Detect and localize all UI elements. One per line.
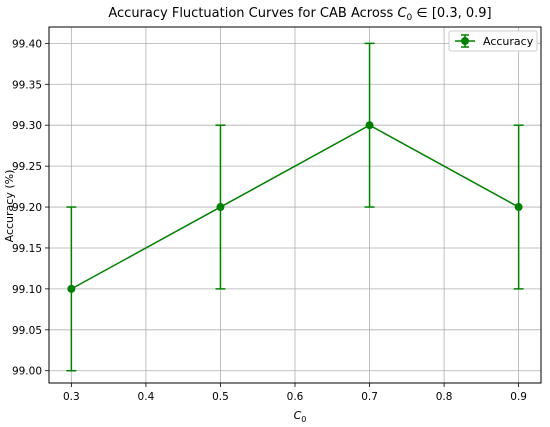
axes: 0.3 0.4 0.5 0.6 0.7 0.8 0.9 99.00 99.05 99.10 99.1… [12, 26, 542, 403]
x-axis-label-sub: 0 [301, 415, 306, 424]
chart-title-suffix: ∈ [0.3, 0.9] [412, 6, 491, 21]
data-point-0 [67, 284, 76, 293]
chart-title: Accuracy Fluctuation Curves for CAB Acro… [108, 6, 491, 23]
series-layer [66, 42, 524, 372]
series-line-0 [71, 124, 519, 290]
y-axis-label: Accuracy (%) [3, 170, 16, 243]
chart-title-sub: 0 [407, 13, 413, 23]
x-tick-label-1: 0.4 [138, 391, 155, 403]
data-point-1 [216, 203, 225, 212]
y-tick-label-3: 99.15 [12, 243, 42, 255]
x-tick-label-5: 0.8 [436, 391, 453, 403]
y-tick-label-4: 99.20 [12, 202, 42, 214]
y-tick-label-5: 99.25 [12, 161, 42, 173]
x-axis-label-var: C [294, 409, 302, 422]
legend-box [448, 30, 538, 52]
y-tick-label-7: 99.35 [12, 79, 42, 91]
y-tick-label-8: 99.40 [12, 38, 42, 50]
y-tick-label-2: 99.10 [12, 284, 42, 296]
x-tick-label-4: 0.7 [361, 391, 378, 403]
chart-title-var: C [397, 6, 407, 21]
data-point-3 [514, 203, 523, 212]
data-point-2 [365, 121, 374, 130]
x-tick-label-3: 0.6 [287, 391, 304, 403]
legend-marker [461, 37, 469, 45]
legend-label: Accuracy [483, 35, 534, 48]
x-axis-label: C0 [294, 409, 307, 424]
x-tick-label-6: 0.9 [510, 391, 527, 403]
y-tick-label-6: 99.30 [12, 120, 42, 132]
y-tick-label-1: 99.05 [12, 325, 42, 337]
y-tick-label-0: 99.00 [12, 366, 42, 378]
x-tick-label-2: 0.5 [212, 391, 229, 403]
chart-title-prefix: Accuracy Fluctuation Curves for CAB Acro… [108, 6, 397, 21]
x-tick-label-0: 0.3 [63, 391, 80, 403]
legend: Accuracy [448, 30, 538, 52]
